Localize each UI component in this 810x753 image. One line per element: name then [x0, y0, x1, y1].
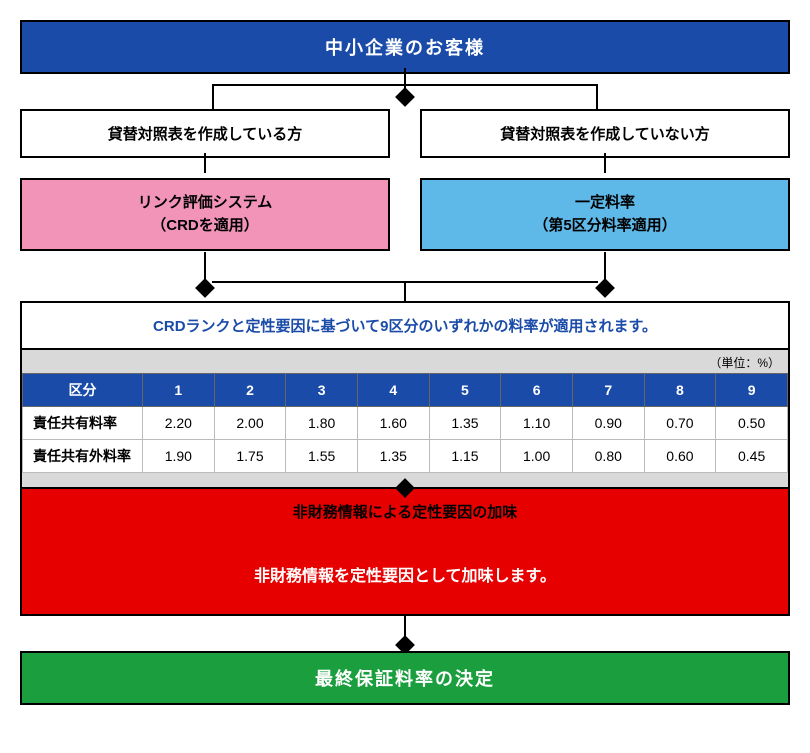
header-box: 中小企業のお客様 — [20, 20, 790, 74]
left-system-box: リンク評価システム（CRDを適用） — [20, 178, 390, 251]
rate-table: 区分123456789 責任共有料率2.202.001.801.601.351.… — [22, 373, 788, 473]
branch-right: 貸替対照表を作成していない方 — [420, 109, 790, 158]
rate-table-section: CRDランクと定性要因に基づいて9区分のいずれかの料率が適用されます。 （単位：… — [20, 301, 790, 489]
final-box: 最終保証料率の決定 — [20, 651, 790, 705]
table-title: CRDランクと定性要因に基づいて9区分のいずれかの料率が適用されます。 — [22, 303, 788, 350]
qualitative-section: 非財務情報による定性要因の加味 非財務情報を定性要因として加味します。 — [20, 489, 790, 616]
red-body: 非財務情報を定性要因として加味します。 — [22, 534, 788, 614]
right-system-box: 一定料率（第5区分料率適用） — [420, 178, 790, 251]
branch-left: 貸替対照表を作成している方 — [20, 109, 390, 158]
table-unit: （単位：%） — [22, 350, 788, 373]
